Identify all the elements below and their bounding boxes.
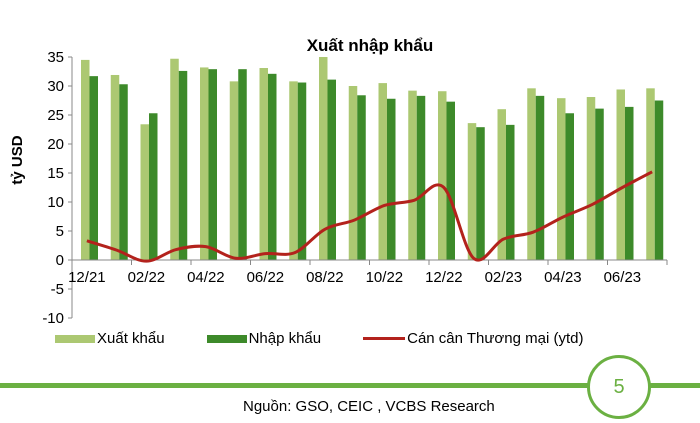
y-tick-label: 30 — [47, 78, 64, 95]
export-bar — [348, 86, 358, 260]
export-bar — [319, 57, 328, 260]
legend-balance: Cán cân Thương mại (ytd) — [363, 330, 583, 347]
legend-export: Xuất khẩu — [55, 330, 165, 347]
export-bar — [557, 98, 566, 261]
import-bar — [89, 76, 98, 260]
x-tick-label: 06/23 — [604, 269, 642, 286]
legend-label: Nhập khẩu — [248, 330, 322, 347]
export-bar — [200, 67, 209, 260]
export-bar — [378, 83, 387, 260]
export-bar — [467, 123, 477, 261]
import-bar — [119, 84, 128, 260]
page-number: 5 — [587, 355, 651, 419]
import-bar — [506, 124, 515, 260]
x-tick-label: 08/22 — [306, 269, 344, 286]
footer-divider — [0, 383, 700, 388]
legend-swatch — [206, 334, 247, 343]
export-bar — [497, 109, 506, 260]
x-tick-label: 02/22 — [128, 269, 166, 286]
import-bar — [178, 70, 188, 260]
y-tick-label: 5 — [56, 223, 64, 240]
legend-swatch — [363, 337, 406, 340]
export-bar — [289, 81, 298, 260]
x-tick-label: 02/23 — [485, 269, 523, 286]
legend-swatch — [55, 334, 95, 343]
y-tick-label: 25 — [47, 107, 64, 124]
import-bar — [268, 73, 277, 260]
y-tick-label: -10 — [42, 310, 64, 327]
import-bar — [595, 108, 604, 261]
import-bar — [416, 95, 426, 260]
trade-balance-line — [86, 170, 653, 263]
import-bar — [327, 79, 336, 261]
source-note: Nguồn: GSO, CEIC , VCBS Research — [243, 398, 495, 415]
export-bar — [110, 74, 120, 260]
y-axis-label: tỷ USD — [9, 135, 26, 184]
y-tick-label: 20 — [47, 136, 64, 153]
x-tick-label: 10/22 — [366, 269, 404, 286]
export-bar — [229, 81, 239, 260]
import-bar — [238, 69, 247, 261]
export-bar — [616, 89, 625, 260]
y-tick-label: 15 — [47, 165, 64, 182]
export-bar — [527, 88, 536, 260]
import-bar — [357, 95, 366, 260]
import-bar — [476, 127, 485, 261]
legend-label: Xuất khẩu — [97, 330, 165, 347]
y-tick-label: 10 — [47, 194, 64, 211]
legend-import: Nhập khẩu — [206, 330, 322, 347]
export-bar — [81, 59, 90, 261]
export-bar — [140, 124, 149, 260]
export-bar — [259, 68, 268, 261]
y-tick-label: 0 — [56, 252, 64, 269]
x-tick-label: 04/23 — [544, 269, 582, 286]
x-tick-label: 12/22 — [425, 269, 463, 286]
y-tick-label: 35 — [47, 49, 64, 66]
export-bar — [438, 91, 447, 260]
import-bar — [535, 95, 545, 260]
export-bar — [408, 90, 417, 260]
import-bar — [149, 113, 158, 260]
export-bar — [170, 58, 179, 260]
legend: Xuất khẩu Nhập khẩu Cán cân Thương mại (… — [55, 330, 625, 347]
x-tick-label: 04/22 — [187, 269, 225, 286]
y-tick-label: -5 — [51, 281, 64, 298]
import-bar — [565, 113, 574, 260]
chart-title: Xuất nhập khẩu — [307, 36, 434, 55]
import-bar — [654, 100, 664, 260]
x-tick-label: 12/21 — [68, 269, 106, 286]
import-bar — [208, 69, 217, 261]
x-tick-label: 06/22 — [247, 269, 285, 286]
legend-label: Cán cân Thương mại (ytd) — [407, 330, 584, 347]
import-bar — [446, 101, 455, 260]
trade-chart: Xuất nhập khẩu tỷ USD -10 -5 0 5 10 15 20 25 30 3… — [9, 36, 668, 327]
export-bar — [586, 97, 596, 261]
import-bar — [387, 98, 396, 260]
import-bar — [297, 82, 307, 261]
